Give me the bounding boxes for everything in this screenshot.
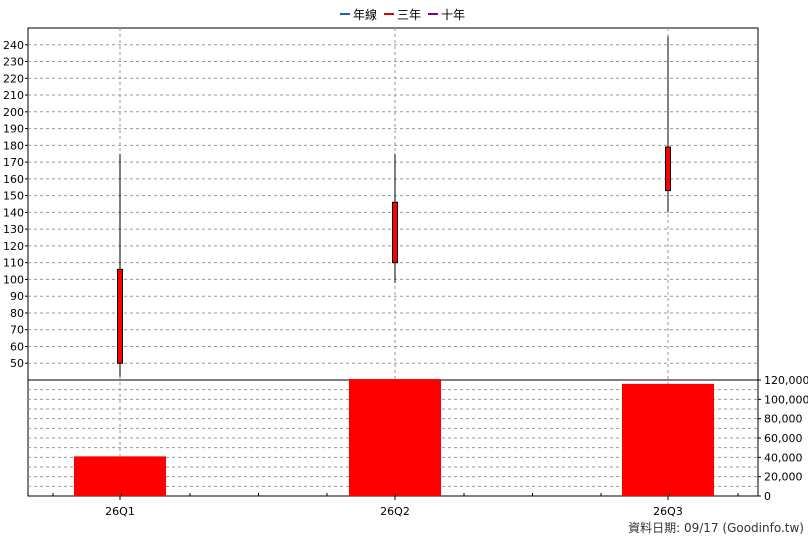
x-axis: 26Q1 26Q2 26Q3 — [52, 493, 739, 518]
x-tick-label: 26Q2 — [380, 505, 410, 518]
price-tick-label: 220 — [3, 72, 24, 85]
price-tick-label: 50 — [10, 357, 24, 370]
price-tick-label: 90 — [10, 290, 24, 303]
price-tick-label: 230 — [3, 56, 24, 69]
price-tick-label: 60 — [10, 340, 24, 353]
candlestick-series — [117, 36, 671, 377]
volume-bar — [349, 379, 441, 496]
price-tick-label: 200 — [3, 106, 24, 119]
price-tick-label: 210 — [3, 89, 24, 102]
legend-item: 年線 — [353, 7, 377, 22]
price-tick-label: 70 — [10, 324, 24, 337]
price-tick-label: 110 — [3, 257, 24, 270]
price-tick-label: 130 — [3, 223, 24, 236]
volume-tick-label: 120,000 — [764, 374, 808, 387]
volume-tick-label: 0 — [764, 490, 771, 503]
volume-tick-label: 20,000 — [764, 471, 803, 484]
price-tick-label: 100 — [3, 273, 24, 286]
legend-item: 三年 — [397, 8, 421, 22]
volume-bar — [622, 383, 714, 496]
volume-bar — [74, 456, 166, 496]
price-tick-label: 240 — [3, 39, 24, 52]
price-tick-label: 80 — [10, 307, 24, 320]
price-tick-label: 150 — [3, 190, 24, 203]
price-axis: 50 60 70 80 90 100 110 120 130 140 150 160 170 180 190… — [3, 39, 28, 370]
candle-body — [665, 146, 671, 192]
candle-body — [117, 268, 123, 364]
price-tick-label: 170 — [3, 156, 24, 169]
price-tick-label: 160 — [3, 173, 24, 186]
volume-tick-label: 40,000 — [764, 451, 803, 464]
volume-axis: 0 20,000 40,000 60,000 80,000 100,000 120,000 — [758, 374, 808, 503]
x-tick-label: 26Q3 — [653, 505, 683, 518]
candle-body — [392, 201, 398, 264]
volume-tick-label: 80,000 — [764, 413, 803, 426]
price-tick-label: 180 — [3, 139, 24, 152]
price-tick-label: 120 — [3, 240, 24, 253]
volume-tick-label: 60,000 — [764, 432, 803, 445]
price-tick-label: 190 — [3, 123, 24, 136]
volume-tick-label: 100,000 — [764, 393, 808, 406]
legend-item: 十年 — [441, 8, 465, 22]
price-tick-label: 140 — [3, 206, 24, 219]
volume-bar-series — [74, 379, 714, 496]
footer-text: 資料日期: 09/17 (Goodinfo.tw) — [628, 521, 804, 535]
legend: 年線 三年 十年 — [340, 7, 465, 22]
x-tick-label: 26Q1 — [105, 505, 135, 518]
